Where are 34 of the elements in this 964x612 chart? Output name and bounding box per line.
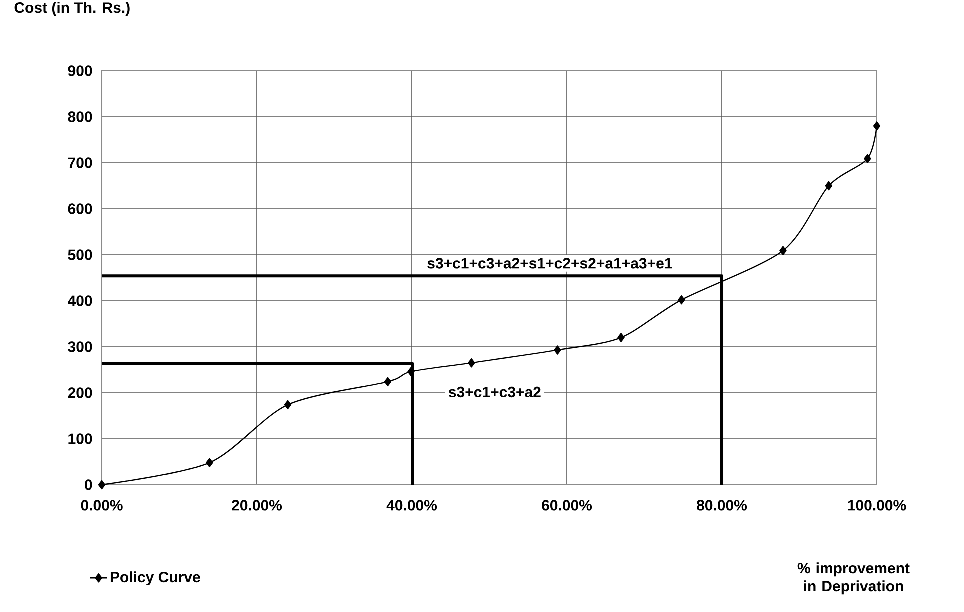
x-tick-label: 60.00% <box>542 500 592 511</box>
point <box>554 346 562 355</box>
y-axis-title: Cost (in Th. Rs.) <box>14 2 130 16</box>
legend-label: Policy Curve <box>110 572 200 586</box>
y-tick-label: 900 <box>68 66 92 76</box>
point <box>678 295 686 305</box>
y-tick-label: 300 <box>68 342 92 352</box>
x-tick-label: 40.00% <box>386 500 438 511</box>
y-tick-label: 400 <box>68 296 92 306</box>
y-tick-label: 700 <box>68 158 92 168</box>
point <box>98 480 106 490</box>
annotation: s3+c1+c3+a2+s1+c2+s2+a1+a3+e1 <box>428 258 672 269</box>
y-tick-label: 800 <box>68 112 92 122</box>
point <box>780 246 787 256</box>
x-axis-title: % improvement in Deprivation <box>798 562 910 595</box>
y-tick-label: 600 <box>68 204 92 214</box>
annotation: s3+c1+c3+a2 <box>448 386 541 398</box>
x-tick-label: 0.00% <box>81 500 123 511</box>
point <box>618 333 625 342</box>
y-tick-label: 200 <box>68 388 92 398</box>
point <box>284 400 292 410</box>
point <box>864 154 872 164</box>
x-tick-label: 80.00% <box>697 500 748 511</box>
x-tick-label: 100.00% <box>848 500 906 511</box>
x-tick-label: 20.00% <box>232 500 282 511</box>
y-tick-label: 500 <box>68 250 92 260</box>
point <box>825 181 833 191</box>
y-tick-label: 0 <box>85 480 92 490</box>
point <box>873 122 881 131</box>
point <box>408 367 415 376</box>
y-tick-label: 100 <box>68 434 92 444</box>
point <box>384 377 392 387</box>
point <box>468 358 476 368</box>
point <box>206 458 214 468</box>
